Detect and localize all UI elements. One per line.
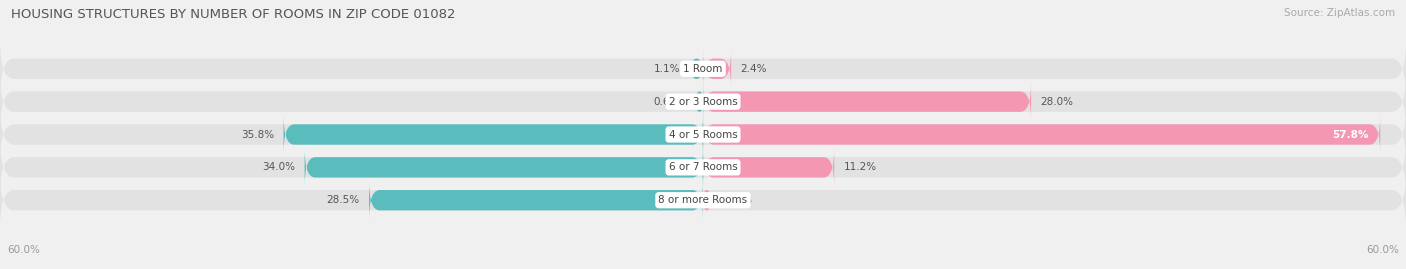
Text: 2.4%: 2.4%	[741, 64, 768, 74]
Text: 11.2%: 11.2%	[844, 162, 877, 172]
Text: 28.5%: 28.5%	[326, 195, 360, 205]
FancyBboxPatch shape	[0, 40, 1406, 98]
FancyBboxPatch shape	[0, 138, 1406, 197]
Text: 34.0%: 34.0%	[263, 162, 295, 172]
Text: 57.8%: 57.8%	[1331, 129, 1368, 140]
FancyBboxPatch shape	[703, 82, 1031, 121]
FancyBboxPatch shape	[0, 72, 1406, 131]
Text: 4 or 5 Rooms: 4 or 5 Rooms	[669, 129, 737, 140]
FancyBboxPatch shape	[690, 59, 703, 79]
FancyBboxPatch shape	[703, 49, 731, 88]
Text: 0.61%: 0.61%	[654, 97, 686, 107]
FancyBboxPatch shape	[703, 190, 710, 210]
FancyBboxPatch shape	[703, 115, 1381, 154]
Text: 1 Room: 1 Room	[683, 64, 723, 74]
Text: Source: ZipAtlas.com: Source: ZipAtlas.com	[1284, 8, 1395, 18]
FancyBboxPatch shape	[703, 148, 834, 187]
FancyBboxPatch shape	[284, 115, 703, 154]
FancyBboxPatch shape	[305, 148, 703, 187]
FancyBboxPatch shape	[0, 105, 1406, 164]
Text: 2 or 3 Rooms: 2 or 3 Rooms	[669, 97, 737, 107]
Text: 0.64%: 0.64%	[720, 195, 752, 205]
FancyBboxPatch shape	[696, 91, 703, 112]
Text: 35.8%: 35.8%	[240, 129, 274, 140]
Text: 60.0%: 60.0%	[1367, 245, 1399, 255]
Text: HOUSING STRUCTURES BY NUMBER OF ROOMS IN ZIP CODE 01082: HOUSING STRUCTURES BY NUMBER OF ROOMS IN…	[11, 8, 456, 21]
FancyBboxPatch shape	[368, 181, 703, 220]
Text: 28.0%: 28.0%	[1040, 97, 1073, 107]
Text: 1.1%: 1.1%	[654, 64, 681, 74]
Text: 60.0%: 60.0%	[7, 245, 39, 255]
FancyBboxPatch shape	[0, 171, 1406, 229]
Text: 8 or more Rooms: 8 or more Rooms	[658, 195, 748, 205]
Text: 6 or 7 Rooms: 6 or 7 Rooms	[669, 162, 737, 172]
